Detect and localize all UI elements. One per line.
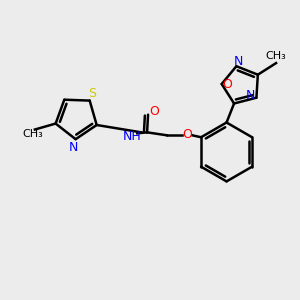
Text: N: N [234,55,243,68]
Text: O: O [182,128,192,141]
Text: N: N [246,89,255,102]
Text: S: S [88,87,96,100]
Text: CH₃: CH₃ [266,51,286,61]
Text: O: O [149,105,159,118]
Text: NH: NH [123,130,142,143]
Text: N: N [69,140,78,154]
Text: O: O [223,77,232,91]
Text: CH₃: CH₃ [22,129,43,140]
